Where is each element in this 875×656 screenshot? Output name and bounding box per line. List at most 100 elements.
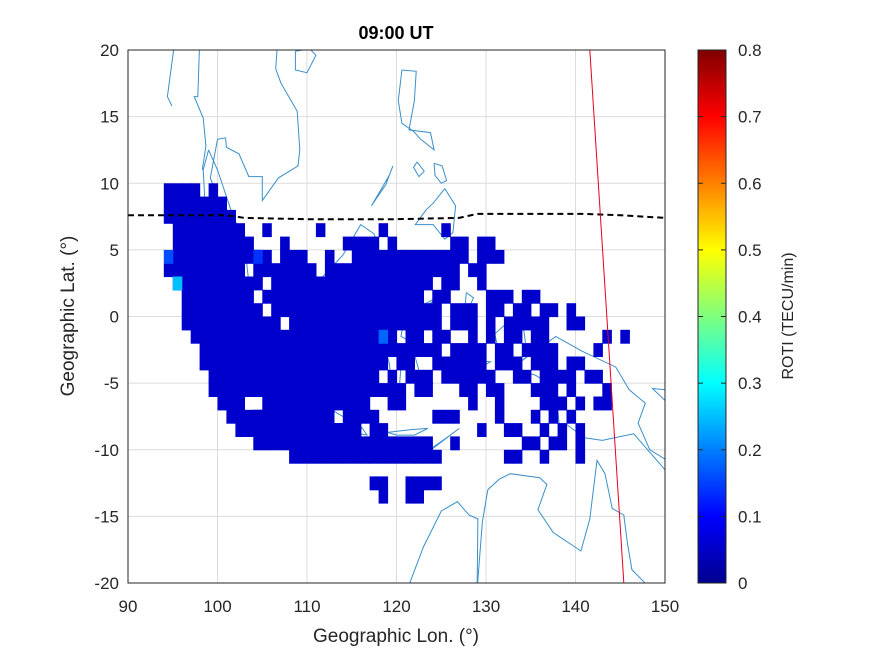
roti-cell xyxy=(181,183,192,198)
y-tick-label: 10 xyxy=(100,174,119,193)
roti-cell xyxy=(315,329,326,344)
roti-cell xyxy=(566,369,577,384)
roti-cell xyxy=(217,369,227,384)
roti-cell xyxy=(289,409,299,424)
roti-cell xyxy=(262,316,272,331)
roti-cell xyxy=(423,303,433,318)
roti-cell xyxy=(217,263,227,278)
roti-cell xyxy=(289,369,299,384)
roti-cell xyxy=(405,289,415,304)
roti-cell xyxy=(190,329,201,344)
roti-cell xyxy=(226,236,236,251)
x-tick-labels: 90 100 110 120 130 140 150 xyxy=(119,597,680,616)
roti-cell xyxy=(387,369,398,384)
roti-cell xyxy=(351,369,362,384)
roti-cell xyxy=(244,369,254,384)
roti-cell xyxy=(468,383,478,397)
roti-cell xyxy=(163,249,174,264)
roti-cell xyxy=(378,343,389,357)
roti-cell xyxy=(477,249,487,264)
roti-cell xyxy=(217,343,227,357)
roti-cell xyxy=(548,436,559,451)
roti-cell xyxy=(253,276,263,291)
roti-cell xyxy=(324,396,335,411)
plot-frame xyxy=(127,49,666,584)
roti-cell xyxy=(369,383,380,397)
roti-cell xyxy=(181,316,192,331)
roti-cell xyxy=(208,183,219,198)
x-tick-label: 110 xyxy=(293,597,320,616)
roti-cell xyxy=(324,369,335,384)
roti-cell xyxy=(548,383,559,397)
roti-cell xyxy=(298,263,308,278)
roti-cell xyxy=(226,356,236,371)
roti-cell xyxy=(253,343,263,357)
roti-cell xyxy=(423,343,433,357)
roti-cell xyxy=(333,396,344,411)
roti-cell xyxy=(557,369,568,384)
roti-cell xyxy=(468,396,478,411)
colorbar-label: ROTI (TECU/min) xyxy=(780,252,797,379)
roti-cell xyxy=(423,369,433,384)
roti-cell xyxy=(441,356,451,371)
roti-cell xyxy=(351,449,362,464)
roti-cell xyxy=(244,276,254,291)
coastline-segment xyxy=(651,387,665,401)
roti-cell xyxy=(486,236,496,251)
roti-cell xyxy=(208,369,219,384)
roti-cell xyxy=(324,343,335,357)
roti-cell xyxy=(342,436,353,451)
roti-cell xyxy=(289,449,299,464)
roti-cell xyxy=(271,343,281,357)
roti-cell xyxy=(423,263,433,278)
roti-cell xyxy=(423,383,433,397)
roti-cell xyxy=(271,289,281,304)
roti-cell xyxy=(199,276,210,291)
roti-cell xyxy=(324,276,335,291)
roti-cell xyxy=(235,249,245,264)
roti-cell xyxy=(396,303,407,318)
roti-cell xyxy=(307,436,317,451)
roti-cell xyxy=(217,209,227,224)
roti-cell xyxy=(289,316,299,331)
coastline-segment xyxy=(399,0,413,25)
coastline-segment xyxy=(387,427,429,436)
roti-cell xyxy=(566,316,577,331)
roti-cell xyxy=(360,383,371,397)
roti-cell xyxy=(271,316,281,331)
roti-cell xyxy=(360,449,371,464)
roti-cell xyxy=(468,316,478,331)
roti-cell xyxy=(190,223,201,238)
roti-cell xyxy=(262,249,272,264)
roti-cell xyxy=(450,356,460,371)
roti-cell xyxy=(486,316,496,331)
roti-cell xyxy=(181,303,192,318)
roti-cell xyxy=(396,449,407,464)
roti-cell xyxy=(217,303,227,318)
roti-cell xyxy=(557,436,568,451)
roti-cell xyxy=(503,343,514,357)
roti-cell xyxy=(262,329,272,344)
colorbar-tick-label: 0.5 xyxy=(738,241,762,260)
roti-cell xyxy=(369,436,380,451)
roti-cell xyxy=(441,289,451,304)
roti-cell xyxy=(602,383,612,397)
roti-cell xyxy=(307,396,317,411)
roti-cell xyxy=(163,196,174,211)
roti-cell xyxy=(459,236,469,251)
roti-cell xyxy=(575,449,586,464)
roti-cell xyxy=(298,423,308,437)
roti-cell xyxy=(378,249,389,264)
roti-cell xyxy=(333,423,344,437)
roti-cell xyxy=(503,356,514,371)
roti-cell xyxy=(253,316,263,331)
roti-cell xyxy=(253,303,263,318)
roti-cell xyxy=(298,409,308,424)
roti-cell xyxy=(315,436,326,451)
roti-cell xyxy=(378,329,389,344)
roti-cell xyxy=(512,329,523,344)
y-tick-label: -5 xyxy=(104,374,119,393)
roti-cell xyxy=(369,236,380,251)
roti-cell xyxy=(396,396,407,411)
roti-cell xyxy=(342,303,353,318)
